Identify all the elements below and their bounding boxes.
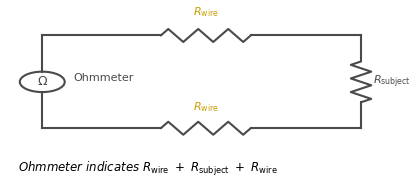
Text: $\Omega$: $\Omega$ xyxy=(37,75,48,88)
Text: Ohmmeter: Ohmmeter xyxy=(73,73,133,83)
Text: $\mathit{Ohmmeter\ indicates\ }$$R_{\mathregular{wire}}$$\mathit{\ +\ }$$R_{\mat: $\mathit{Ohmmeter\ indicates\ }$$R_{\mat… xyxy=(18,160,278,178)
Text: $R_{\mathregular{subject}}$: $R_{\mathregular{subject}}$ xyxy=(373,74,411,90)
Text: $R_{\mathregular{wire}}$: $R_{\mathregular{wire}}$ xyxy=(193,5,219,19)
Text: $R_{\mathregular{wire}}$: $R_{\mathregular{wire}}$ xyxy=(193,101,219,114)
